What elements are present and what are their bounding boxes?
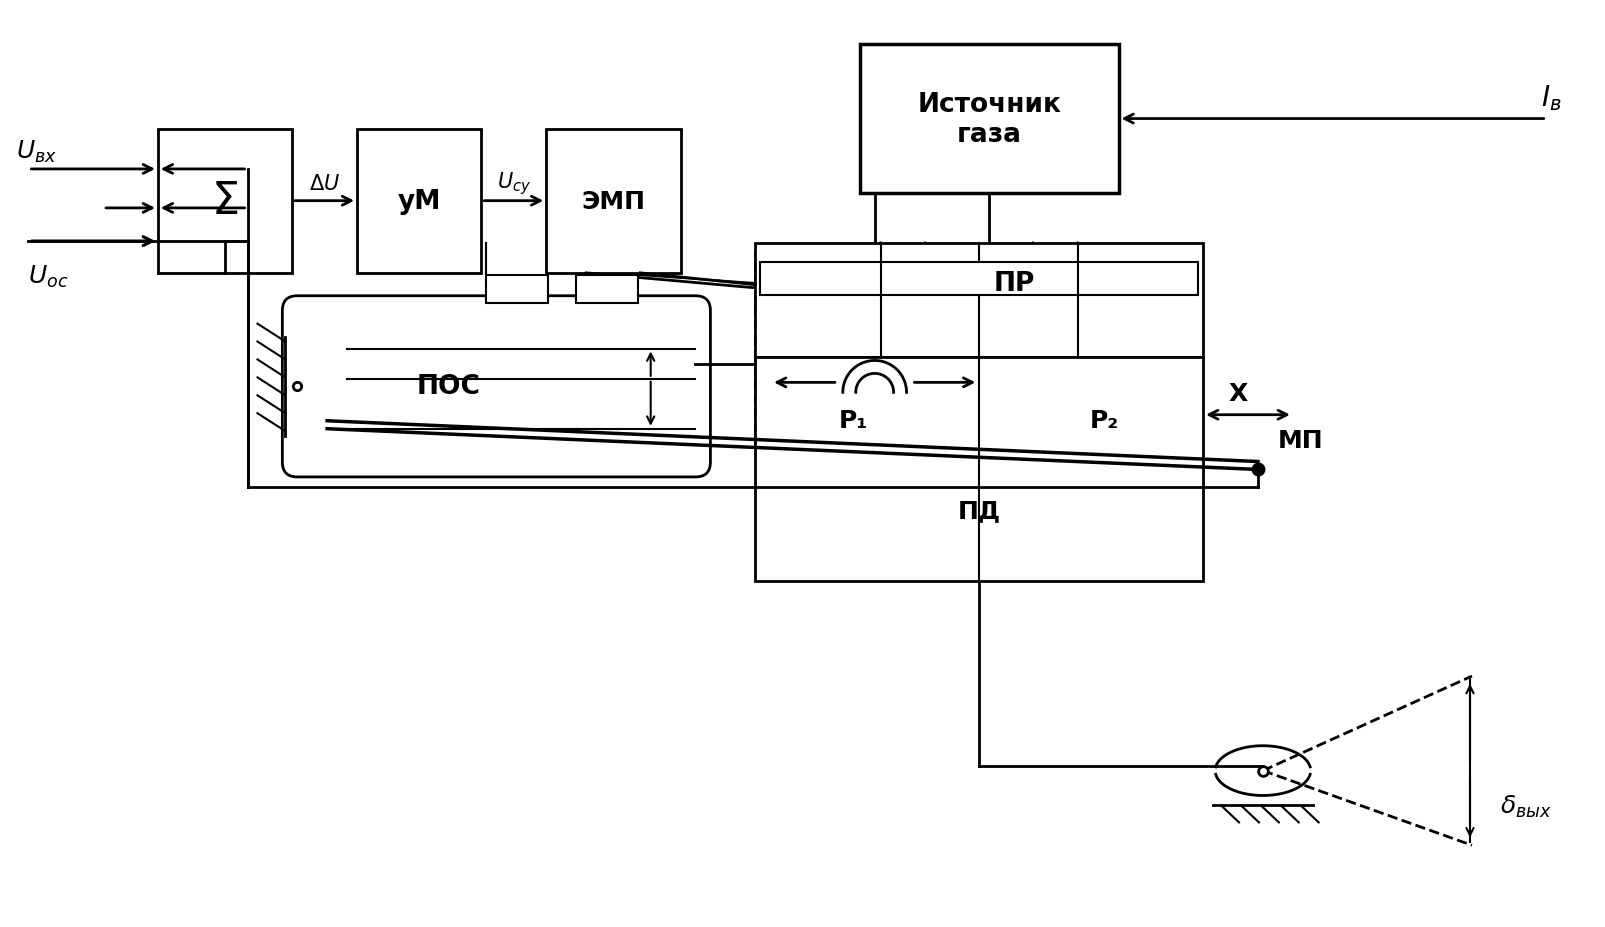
- Bar: [576, 275, 637, 303]
- Bar: [356, 130, 482, 273]
- Text: $I_в$: $I_в$: [1541, 83, 1562, 112]
- Text: Р₂: Р₂: [1090, 409, 1119, 433]
- Bar: [546, 130, 681, 273]
- Text: ЭМП: ЭМП: [581, 189, 645, 213]
- Text: уМ: уМ: [398, 188, 441, 214]
- Text: $\delta_{вых}$: $\delta_{вых}$: [1499, 793, 1550, 819]
- Text: Р₁: Р₁: [839, 409, 868, 433]
- Text: $U_{ос}$: $U_{ос}$: [29, 263, 69, 290]
- Text: ПОС: ПОС: [416, 374, 480, 400]
- Text: X: X: [1228, 381, 1247, 405]
- Text: ПР: ПР: [993, 271, 1034, 297]
- Bar: [754, 254, 1048, 452]
- Bar: [759, 263, 1197, 295]
- Bar: [754, 244, 1202, 358]
- Text: $\Sigma$: $\Sigma$: [212, 180, 239, 222]
- Text: Источник
газа: Источник газа: [916, 92, 1061, 147]
- Text: $U_{вх}$: $U_{вх}$: [16, 139, 56, 165]
- FancyBboxPatch shape: [282, 297, 709, 477]
- Text: ПД: ПД: [957, 498, 1000, 522]
- Bar: [486, 275, 547, 303]
- Bar: [859, 44, 1117, 194]
- Text: $\Delta U$: $\Delta U$: [308, 173, 340, 194]
- Bar: [754, 358, 1202, 582]
- Text: МП: МП: [1278, 428, 1323, 452]
- Bar: [157, 130, 292, 273]
- Text: $U_{су}$: $U_{су}$: [496, 171, 531, 197]
